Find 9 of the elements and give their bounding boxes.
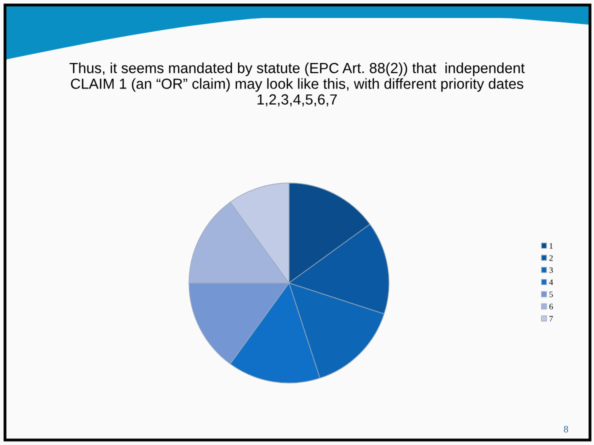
legend-label: 5 [549, 292, 553, 298]
legend-label: 6 [549, 304, 553, 310]
text: 8 [564, 426, 568, 432]
legend-label: 3 [549, 267, 553, 273]
legend-label: 1 [550, 243, 553, 249]
legend-label: 2 [549, 255, 553, 261]
chart-title: Thus, it seems mandated by statute (EPC Art. 88(2)) that independent CLAIM 1 (an “OR” claim) may look like this, with different priority dates 1,2,3,4,5,6,7 [70, 62, 525, 106]
legend-label: 4 [549, 280, 554, 286]
legend-label: 7 [550, 316, 553, 322]
